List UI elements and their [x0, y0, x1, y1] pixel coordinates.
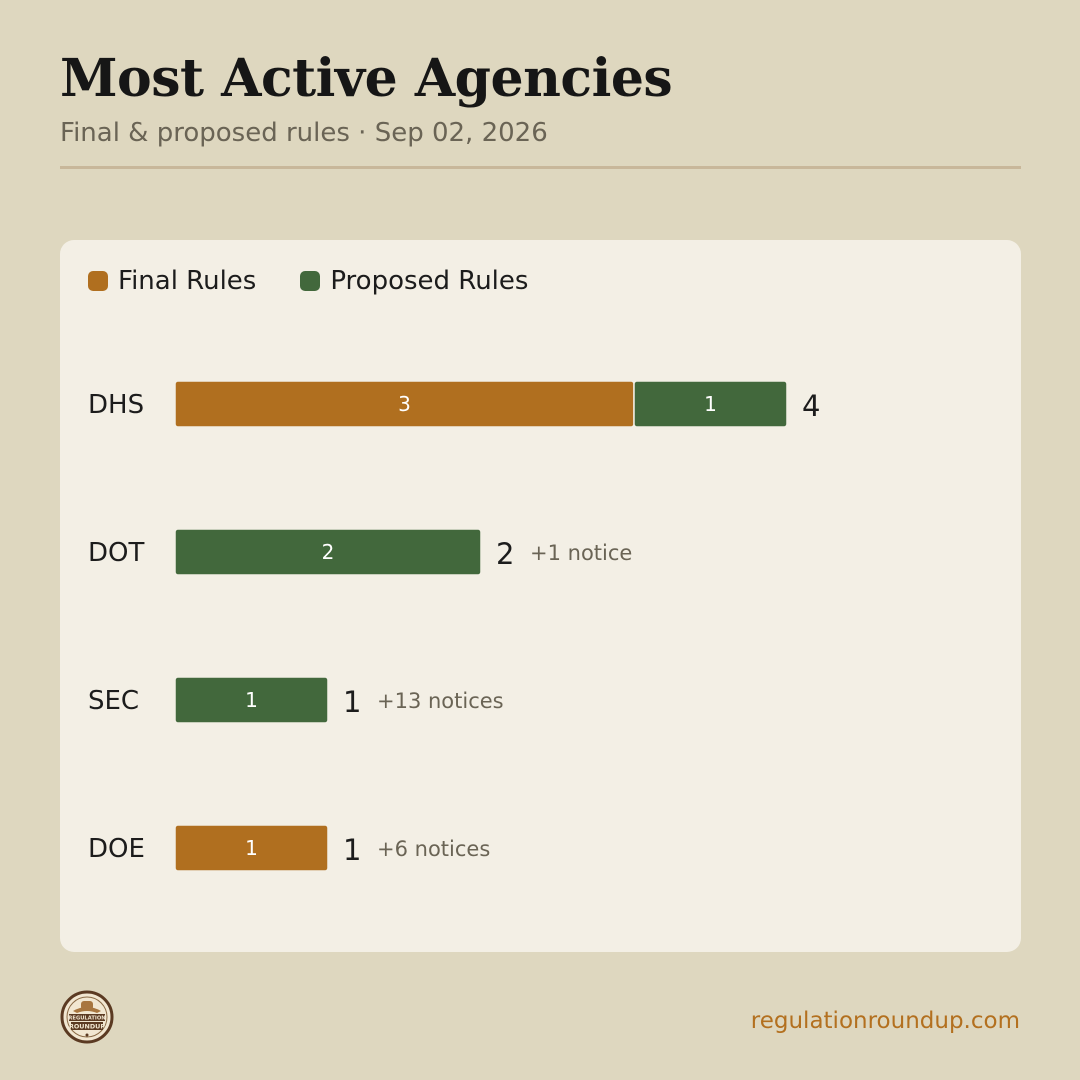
bar-total-label: 2: [496, 537, 514, 571]
bar-value-label: 1: [245, 836, 258, 860]
category-label: DOE: [88, 834, 145, 864]
bar-value-label: 2: [322, 540, 335, 564]
header-divider: [60, 166, 1021, 169]
legend-swatch-final: [88, 271, 108, 291]
notice-annotation: +13 notices: [377, 689, 504, 713]
site-url[interactable]: regulationroundup.com: [750, 1008, 1020, 1034]
notice-annotation: +6 notices: [377, 837, 490, 861]
chart-card: DHS 3 1 4 DOT 2 2 +1 notice SEC 1 1 +13 notices DOE 1…: [60, 240, 1021, 952]
bar-segment: [174, 528, 482, 576]
brand-logo: REGULATION ROUNDUP: [60, 990, 114, 1048]
logo-text-line2: ROUNDUP: [69, 1023, 105, 1031]
page-subtitle: Final & proposed rules · Sep 02, 2026: [60, 118, 548, 148]
bar-total-label: 1: [343, 833, 361, 867]
chart-legend: Final Rules Proposed Rules: [88, 264, 528, 298]
legend-label-final: Final Rules: [118, 266, 257, 296]
logo-text-line1: REGULATION: [68, 1016, 105, 1022]
bar-value-label: 1: [245, 688, 258, 712]
bar-chart: DHS 3 1 4 DOT 2 2 +1 notice SEC 1 1 +13 notices DOE 1…: [88, 380, 820, 872]
legend-item-proposed: Proposed Rules: [300, 264, 528, 298]
bar-segment: [174, 824, 329, 872]
category-label: DOT: [88, 538, 144, 568]
bar-value-label: 3: [398, 392, 411, 416]
category-label: DHS: [88, 390, 144, 420]
bar-segment: [174, 676, 329, 724]
bar-segment: [633, 380, 788, 428]
legend-label-proposed: Proposed Rules: [330, 266, 529, 296]
legend-item-final: Final Rules: [88, 264, 256, 298]
bar-total-label: 4: [802, 389, 820, 423]
category-label: SEC: [88, 686, 139, 716]
legend-swatch-proposed: [300, 271, 321, 291]
notice-annotation: +1 notice: [530, 541, 632, 565]
bar-total-label: 1: [343, 685, 361, 719]
page-title: Most Active Agencies: [60, 48, 673, 109]
header: Most Active Agencies Final & proposed ru…: [60, 48, 1021, 150]
bar-value-label: 1: [704, 392, 717, 416]
